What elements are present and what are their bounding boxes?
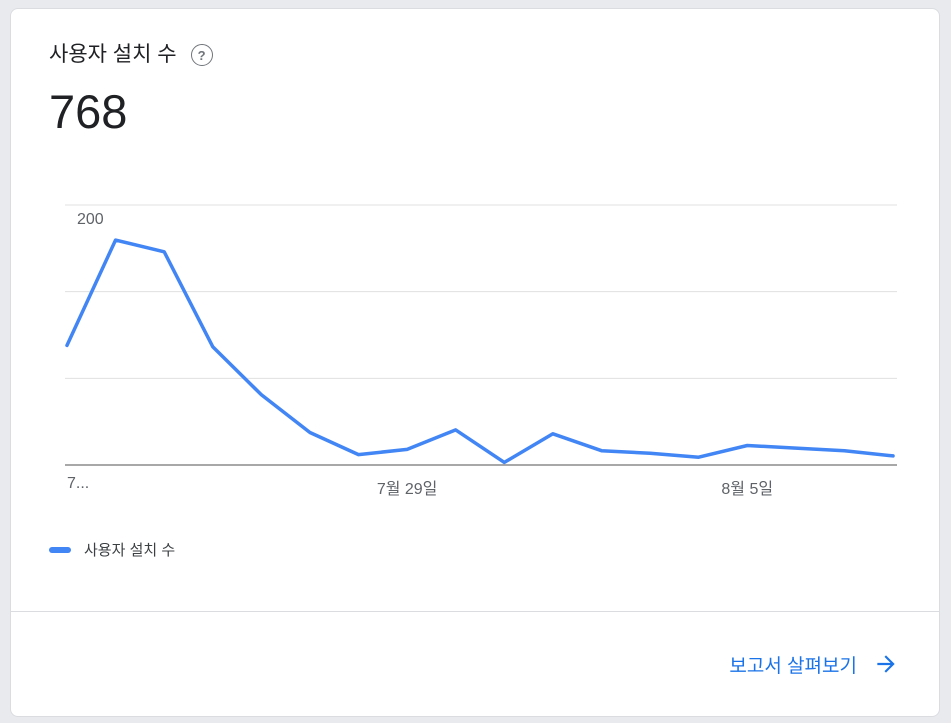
card-body: 사용자 설치 수 ? 768 200 7... 7월 29일 8월 5일 사용자 설… (11, 9, 939, 611)
view-report-link[interactable]: 보고서 살펴보기 (729, 651, 899, 678)
installs-total-value: 768 (49, 85, 128, 138)
x-axis-tick: 8월 5일 (721, 481, 774, 498)
view-report-label: 보고서 살펴보기 (729, 655, 857, 677)
arrow-forward-icon (873, 651, 899, 677)
x-axis-tick: 7월 29일 (376, 481, 438, 498)
help-icon[interactable]: ? (190, 44, 213, 66)
legend-swatch (49, 546, 71, 553)
page-title: 사용자 설치 수 (49, 43, 177, 66)
chart-plot-area[interactable] (65, 197, 897, 467)
card-footer: 보고서 살펴보기 (11, 612, 939, 716)
legend-label: 사용자 설치 수 (84, 542, 176, 559)
x-axis: 7... 7월 29일 8월 5일 (65, 467, 897, 501)
user-installs-card: 사용자 설치 수 ? 768 200 7... 7월 29일 8월 5일 사용자 설… (10, 8, 940, 717)
chart-legend: 사용자 설치 수 (49, 539, 897, 560)
x-axis-tick: 7... (66, 475, 90, 492)
footer-divider (11, 611, 939, 612)
card-header: 사용자 설치 수 ? (49, 43, 897, 67)
installs-chart: 200 7... 7월 29일 8월 5일 (65, 197, 897, 501)
